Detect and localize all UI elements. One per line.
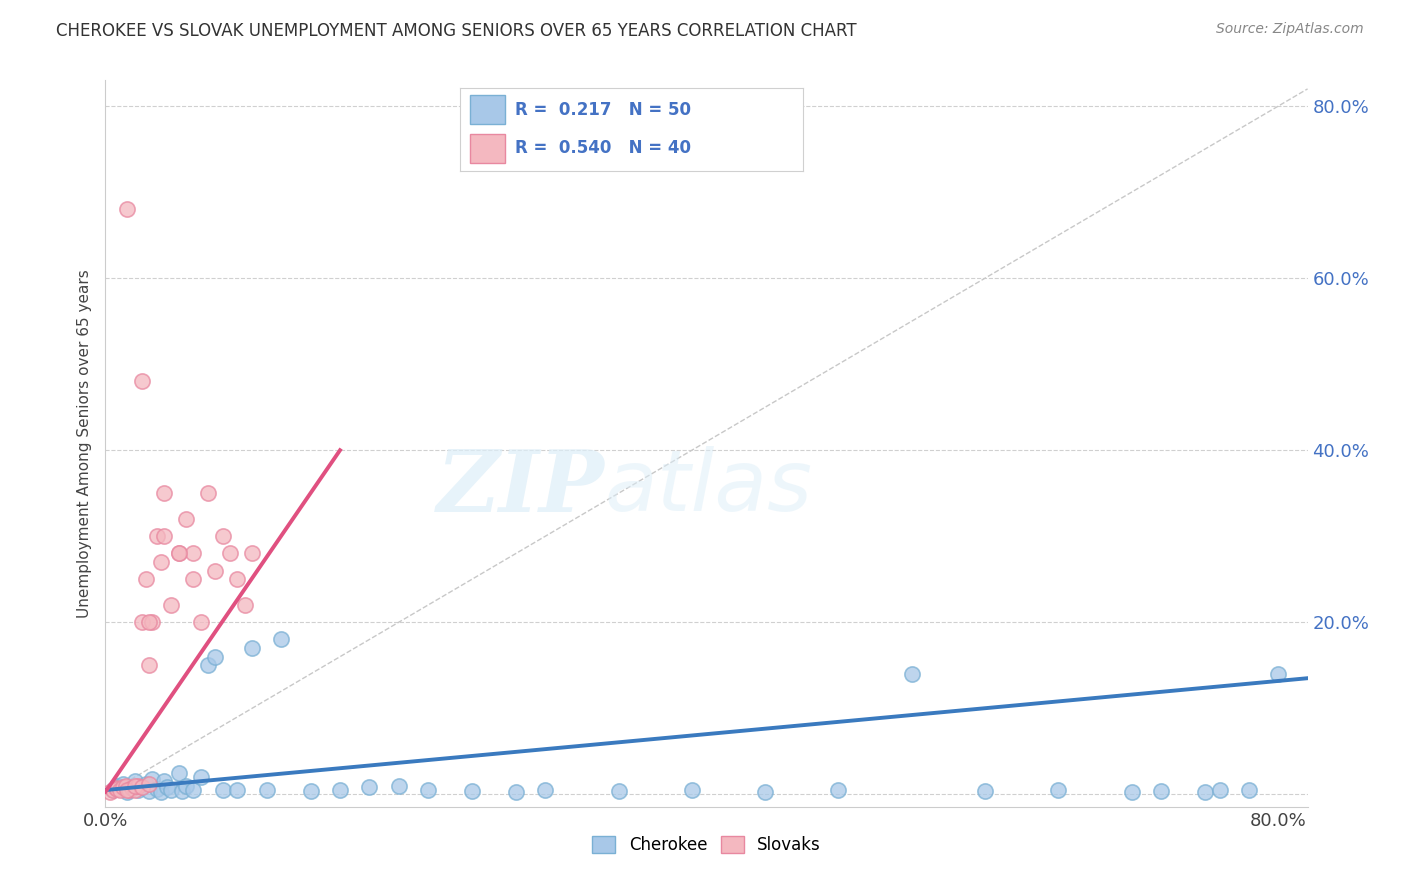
Point — [183, 546, 205, 560]
Point — [153, 774, 176, 789]
Point — [124, 774, 146, 789]
Point — [150, 785, 173, 799]
Text: ZIP: ZIP — [436, 446, 605, 529]
Point — [204, 649, 226, 664]
Point — [145, 529, 167, 543]
Point — [416, 783, 439, 797]
Point — [219, 546, 242, 560]
Point — [329, 783, 352, 797]
Point — [138, 615, 160, 630]
Point — [156, 780, 179, 795]
Point — [270, 632, 292, 647]
Point — [131, 615, 153, 630]
Point — [299, 784, 322, 798]
Point — [121, 781, 143, 796]
Point — [170, 784, 193, 798]
Point — [131, 780, 153, 795]
Point — [117, 785, 139, 799]
Point — [131, 375, 153, 389]
Point — [141, 615, 163, 630]
Text: atlas: atlas — [605, 446, 813, 529]
Point — [145, 782, 167, 797]
Point — [681, 783, 703, 797]
Text: CHEROKEE VS SLOVAK UNEMPLOYMENT AMONG SENIORS OVER 65 YEARS CORRELATION CHART: CHEROKEE VS SLOVAK UNEMPLOYMENT AMONG SE… — [56, 22, 856, 40]
Point — [240, 546, 263, 560]
Point — [131, 780, 153, 795]
Point — [900, 667, 922, 681]
Point — [1267, 667, 1289, 681]
Point — [153, 486, 176, 500]
Point — [1194, 785, 1216, 799]
Point — [105, 779, 128, 793]
Point — [118, 783, 141, 797]
Point — [190, 615, 212, 630]
Point — [827, 783, 849, 797]
Point — [138, 784, 160, 798]
Point — [607, 784, 630, 798]
Point — [534, 783, 557, 797]
Point — [101, 783, 124, 797]
Point — [461, 784, 484, 798]
Point — [124, 779, 146, 793]
Point — [1237, 783, 1260, 797]
Point — [138, 777, 160, 791]
Point — [108, 780, 131, 795]
Point — [204, 564, 226, 578]
Point — [211, 529, 233, 543]
Point — [359, 780, 381, 795]
Point — [197, 486, 219, 500]
Y-axis label: Unemployment Among Seniors over 65 years: Unemployment Among Seniors over 65 years — [77, 269, 93, 618]
Point — [974, 784, 997, 798]
Point — [183, 572, 205, 586]
Point — [127, 783, 149, 797]
Point — [1208, 783, 1230, 797]
Point — [105, 782, 128, 797]
Point — [183, 783, 205, 797]
Point — [141, 772, 163, 786]
Point — [226, 572, 249, 586]
Legend: Cherokee, Slovaks: Cherokee, Slovaks — [585, 830, 828, 861]
Point — [240, 641, 263, 656]
Point — [104, 781, 127, 796]
Point — [160, 783, 183, 797]
Point — [233, 598, 256, 612]
Point — [167, 546, 190, 560]
Point — [153, 529, 176, 543]
Point — [1150, 784, 1173, 798]
Point — [135, 572, 157, 586]
Point — [117, 783, 139, 797]
Point — [98, 785, 121, 799]
Point — [505, 785, 527, 799]
Point — [174, 512, 197, 526]
Point — [1047, 783, 1070, 797]
Point — [127, 779, 149, 793]
Point — [112, 780, 135, 795]
Point — [101, 783, 124, 797]
Point — [190, 770, 212, 784]
Point — [108, 783, 131, 797]
Point — [754, 785, 776, 799]
Point — [135, 777, 157, 791]
Point — [160, 598, 183, 612]
Point — [112, 777, 135, 791]
Point — [1121, 785, 1143, 799]
Point — [174, 779, 197, 793]
Text: Source: ZipAtlas.com: Source: ZipAtlas.com — [1216, 22, 1364, 37]
Point — [138, 658, 160, 673]
Point — [167, 765, 190, 780]
Point — [117, 202, 139, 217]
Point — [121, 781, 143, 796]
Point — [124, 783, 146, 797]
Point — [150, 555, 173, 569]
Point — [256, 783, 278, 797]
Point — [388, 779, 411, 793]
Point — [211, 783, 233, 797]
Point — [167, 546, 190, 560]
Point — [115, 779, 138, 793]
Point — [197, 658, 219, 673]
Point — [226, 783, 249, 797]
